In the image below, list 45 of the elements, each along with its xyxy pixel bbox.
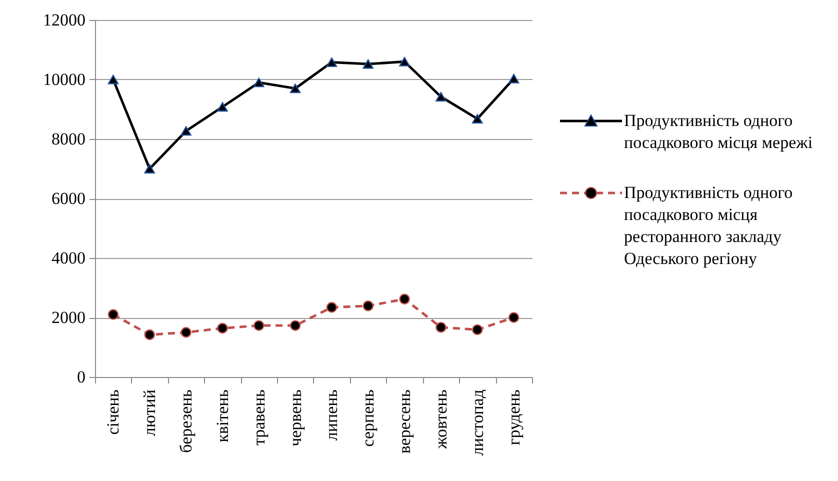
point: [217, 322, 228, 334]
x-tick-label: березень: [176, 389, 196, 453]
point: [254, 78, 264, 88]
legend-label: Продуктивність одного посадкового місця мережі: [624, 110, 814, 154]
point: [508, 312, 520, 323]
point: [362, 300, 374, 312]
x-tick-label: серпень: [358, 389, 378, 447]
legend-label: Продуктивність одного посадкового місця ресторанного закладу Одеського регіону: [624, 182, 794, 270]
x-tick-label: січень: [104, 389, 123, 435]
x-tick-label: липень: [322, 389, 342, 441]
point: [180, 126, 192, 136]
point: [254, 320, 264, 331]
point: [326, 58, 338, 67]
y-tick-label: 10000: [43, 70, 86, 89]
x-tick-label: грудень: [504, 389, 524, 446]
point: [436, 92, 446, 102]
point: [144, 164, 155, 174]
x-tick-label: травень: [249, 389, 268, 446]
x-tick-label: жовтень: [431, 389, 450, 450]
point: [472, 114, 483, 124]
point: [472, 324, 483, 336]
y-tick-label: 2000: [52, 308, 86, 327]
point: [362, 59, 374, 69]
point: [326, 302, 338, 313]
y-tick-label: 0: [77, 368, 86, 386]
point: [108, 74, 119, 84]
point: [290, 320, 301, 331]
y-tick-label: 8000: [52, 130, 86, 148]
point: [217, 102, 228, 112]
point: [180, 327, 192, 338]
x-tick-label: вересень: [395, 389, 414, 454]
point: [290, 84, 301, 94]
point: [399, 294, 410, 304]
x-tick-label: квітень: [212, 389, 232, 442]
x-tick-label: лютий: [140, 390, 160, 436]
point: [144, 329, 155, 340]
point: [508, 74, 520, 84]
x-tick-label: листопад: [468, 389, 487, 456]
point: [108, 309, 119, 320]
point: [436, 322, 446, 333]
point: [399, 56, 410, 66]
y-tick-label: 4000: [52, 248, 86, 268]
y-tick-label: 12000: [43, 10, 86, 30]
y-tick-label: 6000: [52, 189, 86, 208]
x-tick-label: червень: [286, 389, 305, 446]
